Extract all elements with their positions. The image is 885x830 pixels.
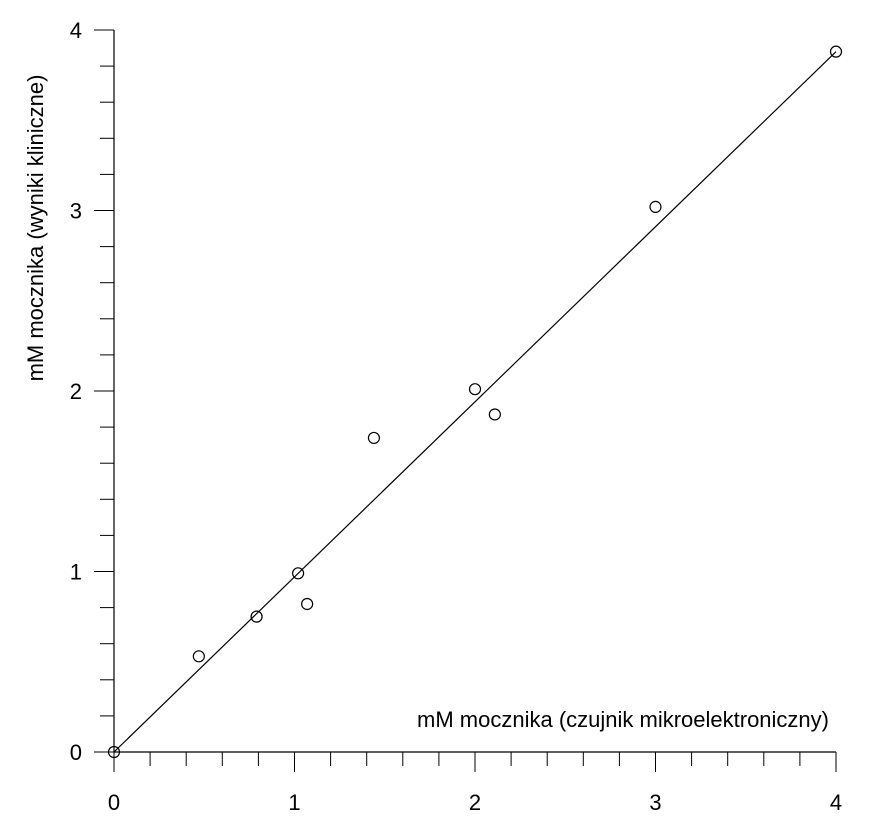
y-tick-label: 1 (70, 560, 82, 585)
data-point (468, 383, 482, 396)
data-point (107, 745, 121, 759)
y-tick-label: 0 (70, 740, 82, 765)
regression-line (113, 51, 837, 753)
data-point (829, 45, 843, 58)
x-axis-title: mM mocznika (czujnik mikroelektroniczny) (417, 707, 829, 732)
data-point (250, 610, 263, 623)
y-tick-label: 2 (70, 379, 82, 404)
x-tick-label: 1 (288, 790, 300, 815)
y-tick-label: 4 (70, 18, 82, 43)
y-tick-label: 3 (70, 199, 82, 224)
ticks (94, 29, 837, 772)
x-tick-label: 4 (830, 790, 842, 815)
x-tick-label: 3 (649, 790, 661, 815)
data-point (488, 408, 501, 421)
data-point (367, 431, 381, 445)
tick-labels: 0 1 2 3 4 0 1 2 3 4 (70, 18, 842, 815)
data-point (292, 567, 305, 580)
data-point (301, 597, 314, 611)
y-axis-title: mM mocznika (wyniki kliniczne) (23, 75, 48, 382)
data-points (107, 45, 843, 759)
x-tick-label: 0 (108, 790, 120, 815)
axes (113, 30, 836, 753)
data-point (649, 200, 662, 213)
x-tick-label: 2 (469, 790, 481, 815)
data-point (192, 650, 205, 663)
